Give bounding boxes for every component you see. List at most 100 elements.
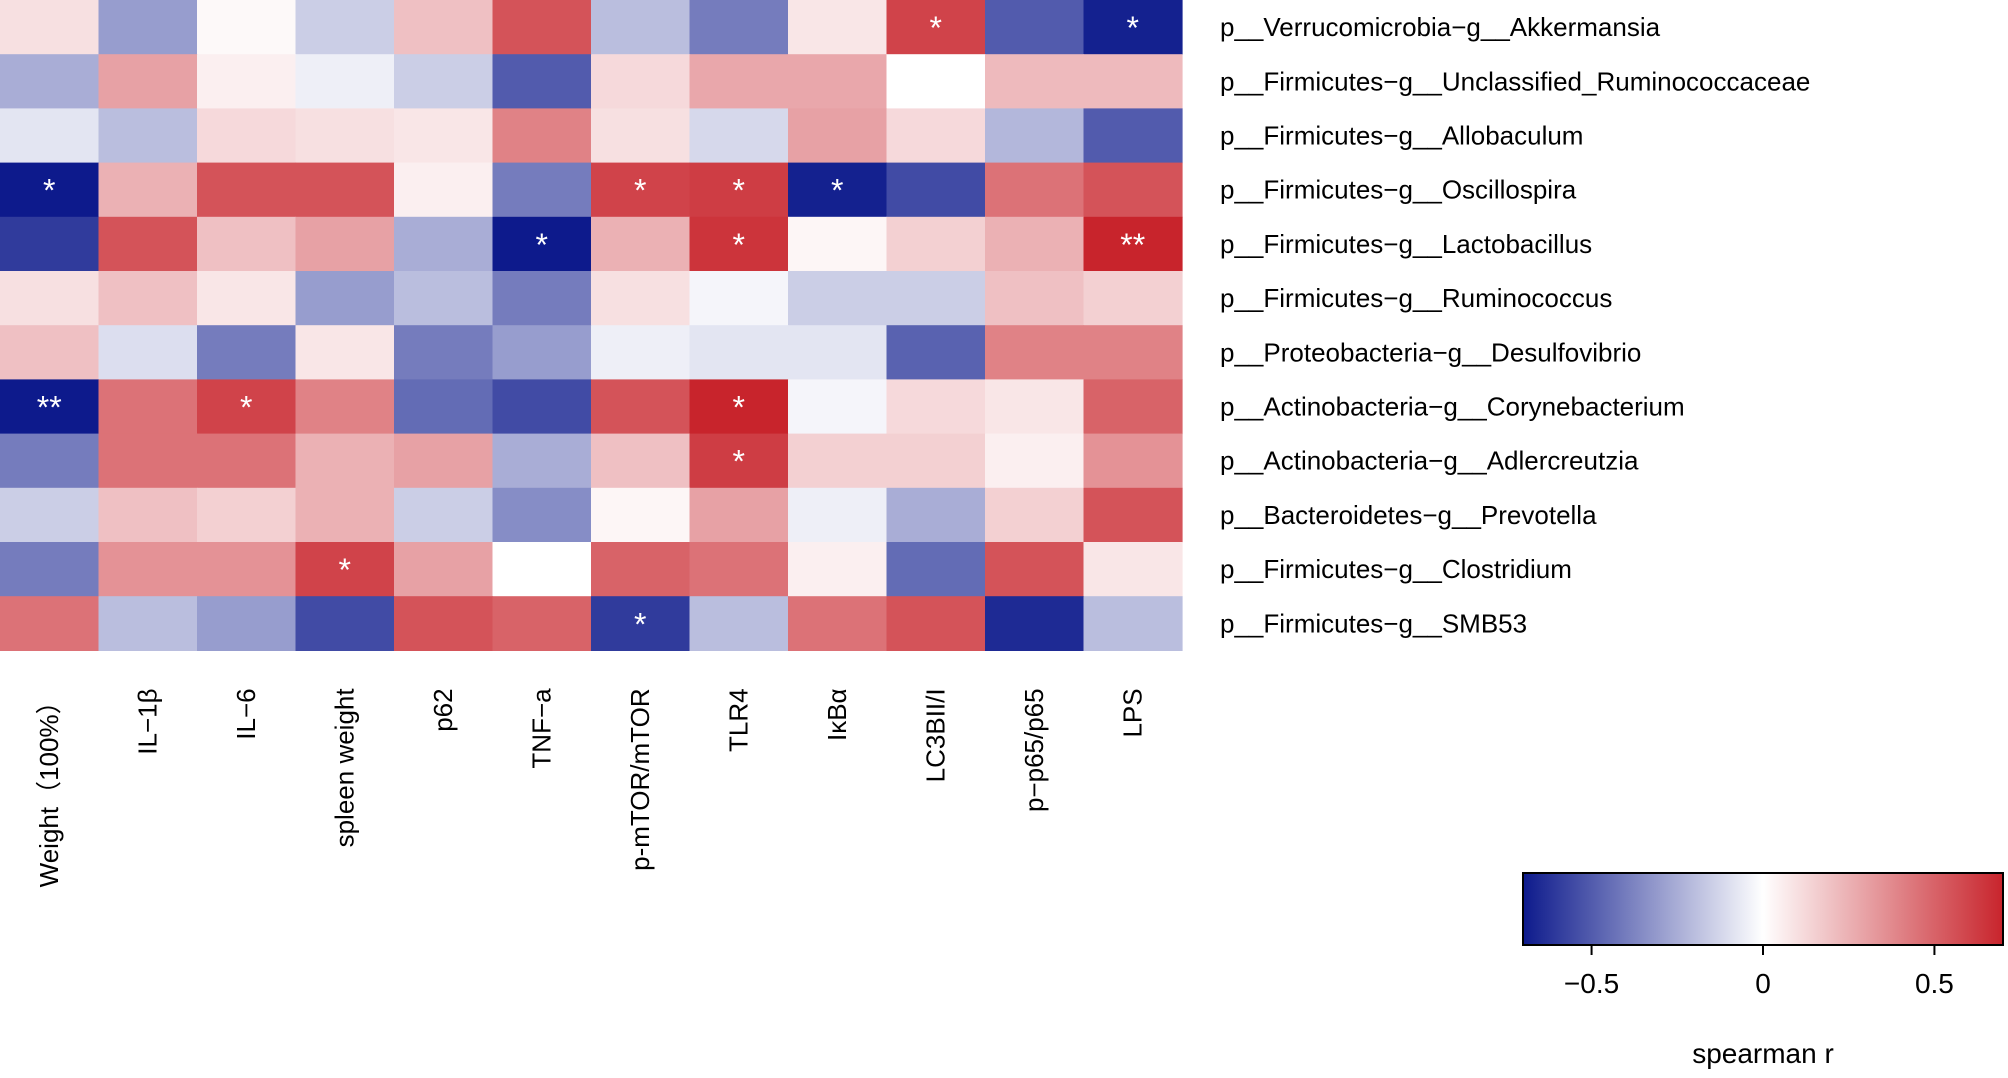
heatmap-cell xyxy=(197,487,297,543)
column-label: TLR4 xyxy=(724,688,754,752)
heatmap-cell xyxy=(98,542,198,597)
heatmap-cell xyxy=(295,216,395,272)
heatmap-cell xyxy=(689,0,789,55)
heatmap-cell xyxy=(886,596,986,651)
heatmap-cell xyxy=(98,54,198,109)
heatmap-cell xyxy=(197,596,297,651)
heatmap-cell xyxy=(689,216,789,272)
heatmap-cell xyxy=(788,0,888,55)
heatmap-cell xyxy=(492,596,592,651)
heatmap-cell xyxy=(197,542,297,597)
heatmap-cell xyxy=(985,271,1085,326)
heatmap-cell xyxy=(591,162,691,218)
row-label: p__Bacteroidetes−g__Prevotella xyxy=(1220,500,1597,530)
significance-marker: * xyxy=(43,173,55,209)
heatmap-cell xyxy=(788,542,888,597)
heatmap-cell xyxy=(394,108,494,164)
heatmap-cell xyxy=(295,325,395,380)
heatmap-cell xyxy=(98,108,198,164)
column-label: p62 xyxy=(428,688,458,731)
heatmap-cell xyxy=(394,379,494,435)
heatmap-cell xyxy=(492,108,592,164)
heatmap-cell xyxy=(295,271,395,326)
heatmap-cell xyxy=(492,379,592,435)
heatmap-cell xyxy=(197,162,297,218)
heatmap-cell xyxy=(985,542,1085,597)
heatmap-cell xyxy=(295,596,395,651)
heatmap-cell xyxy=(197,0,297,55)
heatmap-cell xyxy=(295,433,395,489)
significance-marker: * xyxy=(240,390,252,426)
heatmap-cell xyxy=(1083,0,1183,55)
heatmap-cell xyxy=(394,54,494,109)
heatmap-cell xyxy=(197,271,297,326)
column-label: TNF−a xyxy=(527,688,557,769)
colorbar-tick-label: 0 xyxy=(1755,968,1771,999)
significance-marker: * xyxy=(733,390,745,426)
row-label: p__Firmicutes−g__Lactobacillus xyxy=(1220,229,1592,259)
row-label: p__Actinobacteria−g__Corynebacterium xyxy=(1220,392,1685,422)
heatmap-cell xyxy=(788,54,888,109)
heatmap-cell xyxy=(886,216,986,272)
heatmap-cell xyxy=(689,379,789,435)
heatmap-cell xyxy=(492,325,592,380)
heatmap-cell xyxy=(295,379,395,435)
heatmap-cell xyxy=(1083,216,1183,272)
column-labels: Weight（100%） IL−1β IL−6 spleen weight p62 TNF… xyxy=(34,688,1148,888)
colorbar-gradient xyxy=(1522,872,2004,946)
heatmap-cell xyxy=(591,542,691,597)
heatmap-cell xyxy=(98,162,198,218)
colorbar-label: spearman r xyxy=(1692,1038,1834,1069)
heatmap-cell xyxy=(492,487,592,543)
heatmap-cell xyxy=(591,271,691,326)
row-label: p__Actinobacteria−g__Adlercreutzia xyxy=(1220,446,1639,476)
heatmap-cell xyxy=(591,596,691,651)
column-label: LC3BII/I xyxy=(921,688,951,782)
heatmap-cell xyxy=(1083,596,1183,651)
heatmap-cell xyxy=(886,433,986,489)
heatmap-cell xyxy=(295,108,395,164)
heatmap-cell xyxy=(985,216,1085,272)
row-label: p__Proteobacteria−g__Desulfovibrio xyxy=(1220,337,1641,367)
heatmap-cell xyxy=(394,271,494,326)
column-label: p-mTOR/mTOR xyxy=(625,688,655,870)
significance-marker: * xyxy=(733,173,745,209)
heatmap-cell xyxy=(98,487,198,543)
heatmap-cell xyxy=(0,325,100,380)
heatmap-cell xyxy=(689,108,789,164)
significance-marker: * xyxy=(1127,10,1139,46)
heatmap-cell xyxy=(1083,379,1183,435)
significance-marker: ** xyxy=(1120,227,1145,263)
heatmap-cell xyxy=(197,325,297,380)
heatmap-cell xyxy=(689,162,789,218)
row-label: p__Firmicutes−g__Oscillospira xyxy=(1220,175,1577,205)
colorbar-tick-label: 0.5 xyxy=(1915,968,1954,999)
column-label: IL−6 xyxy=(231,688,261,739)
heatmap-cell xyxy=(1083,325,1183,380)
heatmap-cell xyxy=(689,325,789,380)
heatmap-cell xyxy=(0,216,100,272)
heatmap-cell xyxy=(0,108,100,164)
significance-marker: * xyxy=(339,552,351,588)
heatmap-cell xyxy=(886,325,986,380)
heatmap-cell xyxy=(788,596,888,651)
heatmap-cell xyxy=(689,542,789,597)
column-label: IκBα xyxy=(822,688,852,741)
heatmap-cell xyxy=(98,596,198,651)
heatmap-cell xyxy=(788,162,888,218)
heatmap-cell xyxy=(394,596,494,651)
heatmap-cell xyxy=(985,596,1085,651)
heatmap-cell xyxy=(788,433,888,489)
heatmap-cell xyxy=(0,542,100,597)
heatmap-cell xyxy=(689,596,789,651)
row-label: p__Firmicutes−g__Allobaculum xyxy=(1220,121,1583,151)
heatmap-cell xyxy=(0,54,100,109)
row-labels: p__Verrucomicrobia−g__Akkermansia p__Firm… xyxy=(1220,12,1810,638)
significance-marker: ** xyxy=(37,390,62,426)
heatmap-cell xyxy=(98,433,198,489)
colorbar: −0.5 0 0.5 spearman r xyxy=(1522,872,2004,1069)
heatmap-cell xyxy=(492,54,592,109)
significance-marker: * xyxy=(831,173,843,209)
heatmap-cell xyxy=(0,271,100,326)
